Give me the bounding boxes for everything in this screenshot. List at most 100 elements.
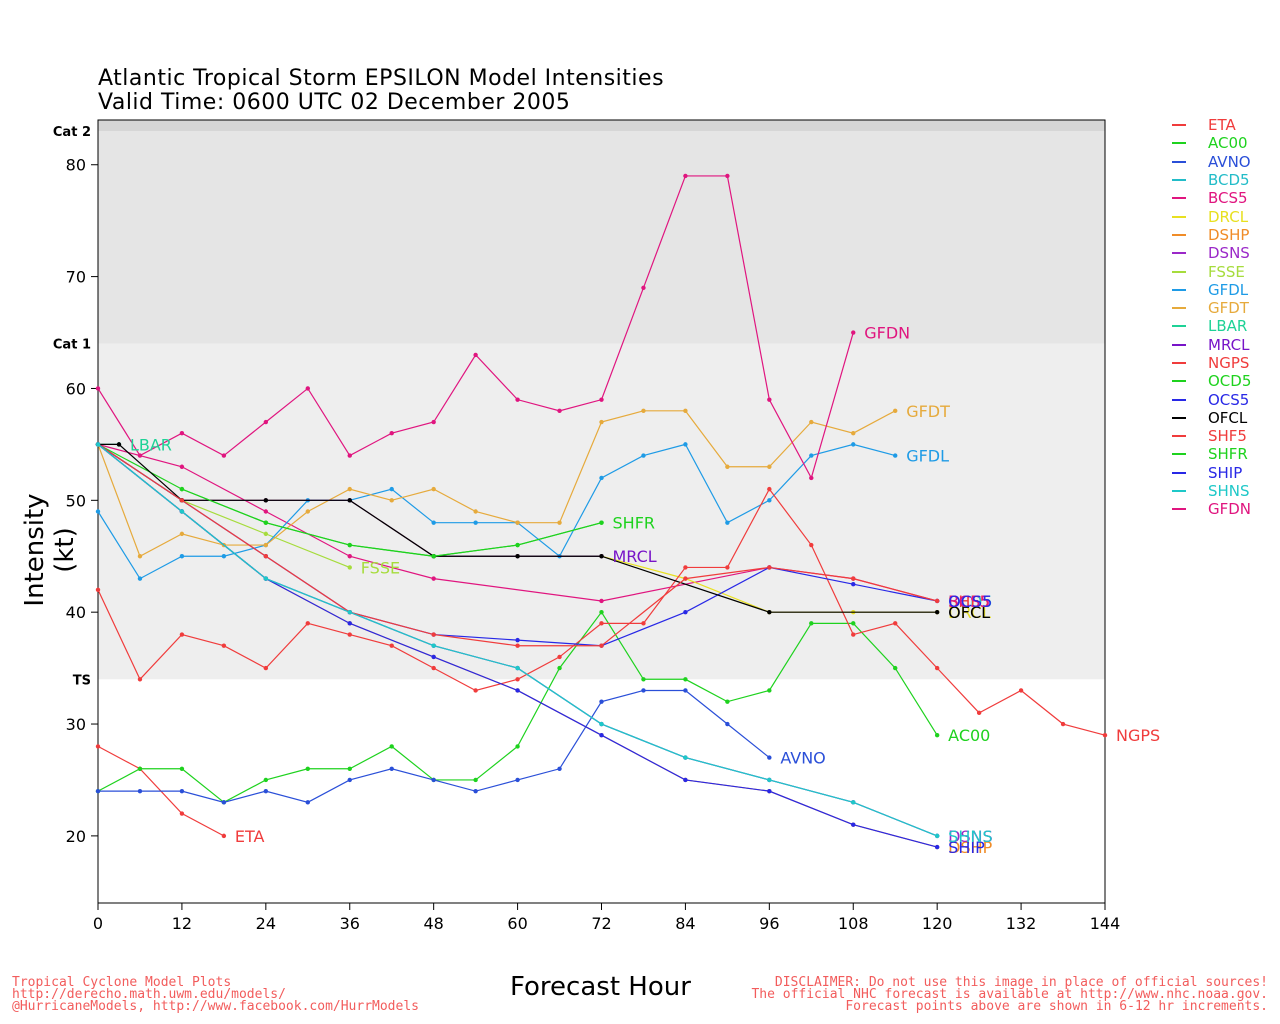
data-point-ship: [431, 654, 436, 660]
data-point-ac00: [557, 665, 562, 671]
legend-label: GFDL: [1208, 280, 1249, 299]
data-point-shns: [851, 800, 856, 805]
data-point-eta: [95, 744, 101, 749]
data-point-gfdt: [683, 408, 688, 414]
data-point-ngps: [1102, 733, 1108, 738]
data-point-bcs5: [179, 464, 185, 469]
data-point-shfr: [515, 542, 520, 548]
data-point-ngps: [221, 643, 227, 648]
data-point-gfdn: [557, 408, 562, 414]
data-point-ngps: [1018, 688, 1024, 693]
data-point-ngps: [263, 665, 269, 671]
intensity-band: [98, 131, 1105, 344]
data-point-ngps: [809, 542, 814, 548]
data-point-gfdn: [347, 453, 352, 458]
data-point-eta: [179, 811, 185, 816]
data-point-ac00: [725, 699, 730, 704]
chart-subtitle: Valid Time: 0600 UTC 02 December 2005: [98, 90, 571, 115]
data-point-ngps: [347, 632, 352, 637]
data-point-gfdn: [599, 397, 604, 402]
legend-item: LBAR: [1172, 317, 1251, 335]
y-tick-label: 70: [66, 268, 86, 287]
data-point-ngps: [641, 621, 646, 626]
legend-item: DSHP: [1172, 226, 1251, 244]
data-point-ngps: [389, 643, 394, 648]
data-point-gfdt: [389, 498, 394, 503]
legend-label: AC00: [1208, 134, 1248, 153]
legend-item: AVNO: [1172, 153, 1251, 171]
data-point-gfdl: [599, 475, 604, 481]
data-point-gfdl: [473, 520, 478, 525]
x-tick-label: 72: [591, 914, 611, 933]
data-point-ship: [599, 733, 604, 738]
series-line-shfr: [181, 488, 602, 557]
data-point-ngps: [976, 710, 982, 716]
x-tick-label: 96: [759, 914, 779, 933]
data-point-shfr: [263, 520, 269, 525]
data-point-avno: [389, 766, 394, 771]
data-point-ac00: [641, 677, 646, 682]
data-point-avno: [347, 777, 352, 783]
legend-swatch: [1172, 142, 1186, 145]
data-point-gfdn: [641, 285, 646, 290]
footer-credits-line[interactable]: @HurricaneModels, http://www.facebook.co…: [12, 999, 419, 1014]
legend-swatch: [1172, 362, 1186, 364]
footer-credits-line[interactable]: http://derecho.math.uwm.edu/models/: [12, 987, 286, 1002]
data-point-avno: [557, 766, 562, 771]
data-point-gfdt: [431, 486, 436, 492]
legend-label: DRCL: [1208, 207, 1249, 226]
series-end-label: LBAR: [130, 435, 172, 454]
series-end-label: GFDN: [864, 324, 910, 343]
data-point-gfdl: [389, 486, 394, 492]
data-point-shfr: [599, 520, 604, 525]
footer-credits: Tropical Cyclone Model Plots http://dere…: [12, 975, 419, 1014]
data-point-ngps: [179, 632, 185, 637]
data-point-ocs5: [683, 609, 688, 615]
data-point-avno: [473, 788, 478, 794]
legend-item: NGPS: [1172, 354, 1251, 372]
legend-label: GFDT: [1208, 299, 1249, 318]
data-point-shf5: [851, 576, 856, 581]
x-tick-label: 48: [423, 914, 443, 933]
intensity-band: [98, 343, 1105, 680]
legend-item: AC00: [1172, 134, 1251, 152]
data-point-shfr: [431, 554, 436, 559]
data-point-gfdn: [515, 397, 520, 402]
data-point-ac00: [683, 677, 688, 682]
series-line-ofcl: [98, 443, 938, 613]
data-point-ocs5: [515, 637, 520, 643]
data-point-gfdn: [95, 386, 101, 391]
series-end-label: DRCL: [948, 603, 991, 622]
legend-swatch: [1172, 270, 1186, 273]
band-label: Cat 1: [53, 338, 91, 353]
data-point-gfdt: [809, 419, 814, 425]
footer-disclaimer-line: DISCLAIMER: Do not use this image in pla…: [774, 975, 1268, 990]
data-point-ship: [347, 621, 352, 626]
data-point-ngps: [557, 654, 562, 660]
data-point-ngps: [95, 587, 101, 592]
legend-label: GFDN: [1208, 500, 1252, 519]
data-point-avno: [221, 800, 227, 805]
data-point-gfdt: [725, 464, 730, 469]
series-end-label: SHFR: [613, 514, 656, 533]
series-end-label: SHF5: [948, 592, 990, 611]
legend-item: GFDT: [1172, 299, 1251, 317]
data-point-gfdl: [725, 520, 730, 525]
legend-swatch: [1172, 179, 1186, 182]
intensity-band: [98, 120, 1105, 132]
data-point-ocs5: [851, 582, 856, 587]
data-point-gfdt: [893, 408, 898, 414]
legend-label: DSHP: [1208, 225, 1250, 244]
data-point-gfdn: [305, 386, 310, 391]
data-point-ship: [767, 788, 772, 794]
data-point-shf5: [179, 498, 185, 503]
footer-credits-line: Tropical Cyclone Model Plots: [12, 975, 232, 990]
data-point-bcs5: [347, 554, 352, 559]
legend-label: SHNS: [1208, 482, 1250, 501]
legend-item: OCD5: [1172, 372, 1251, 390]
legend-item: GFDN: [1172, 500, 1251, 518]
data-point-gfdn: [683, 173, 688, 179]
footer-disclaimer-line: Forecast points above are shown in 6-12 …: [845, 999, 1268, 1014]
x-tick-label: 144: [1090, 914, 1121, 933]
legend-label: BCS5: [1208, 189, 1248, 208]
